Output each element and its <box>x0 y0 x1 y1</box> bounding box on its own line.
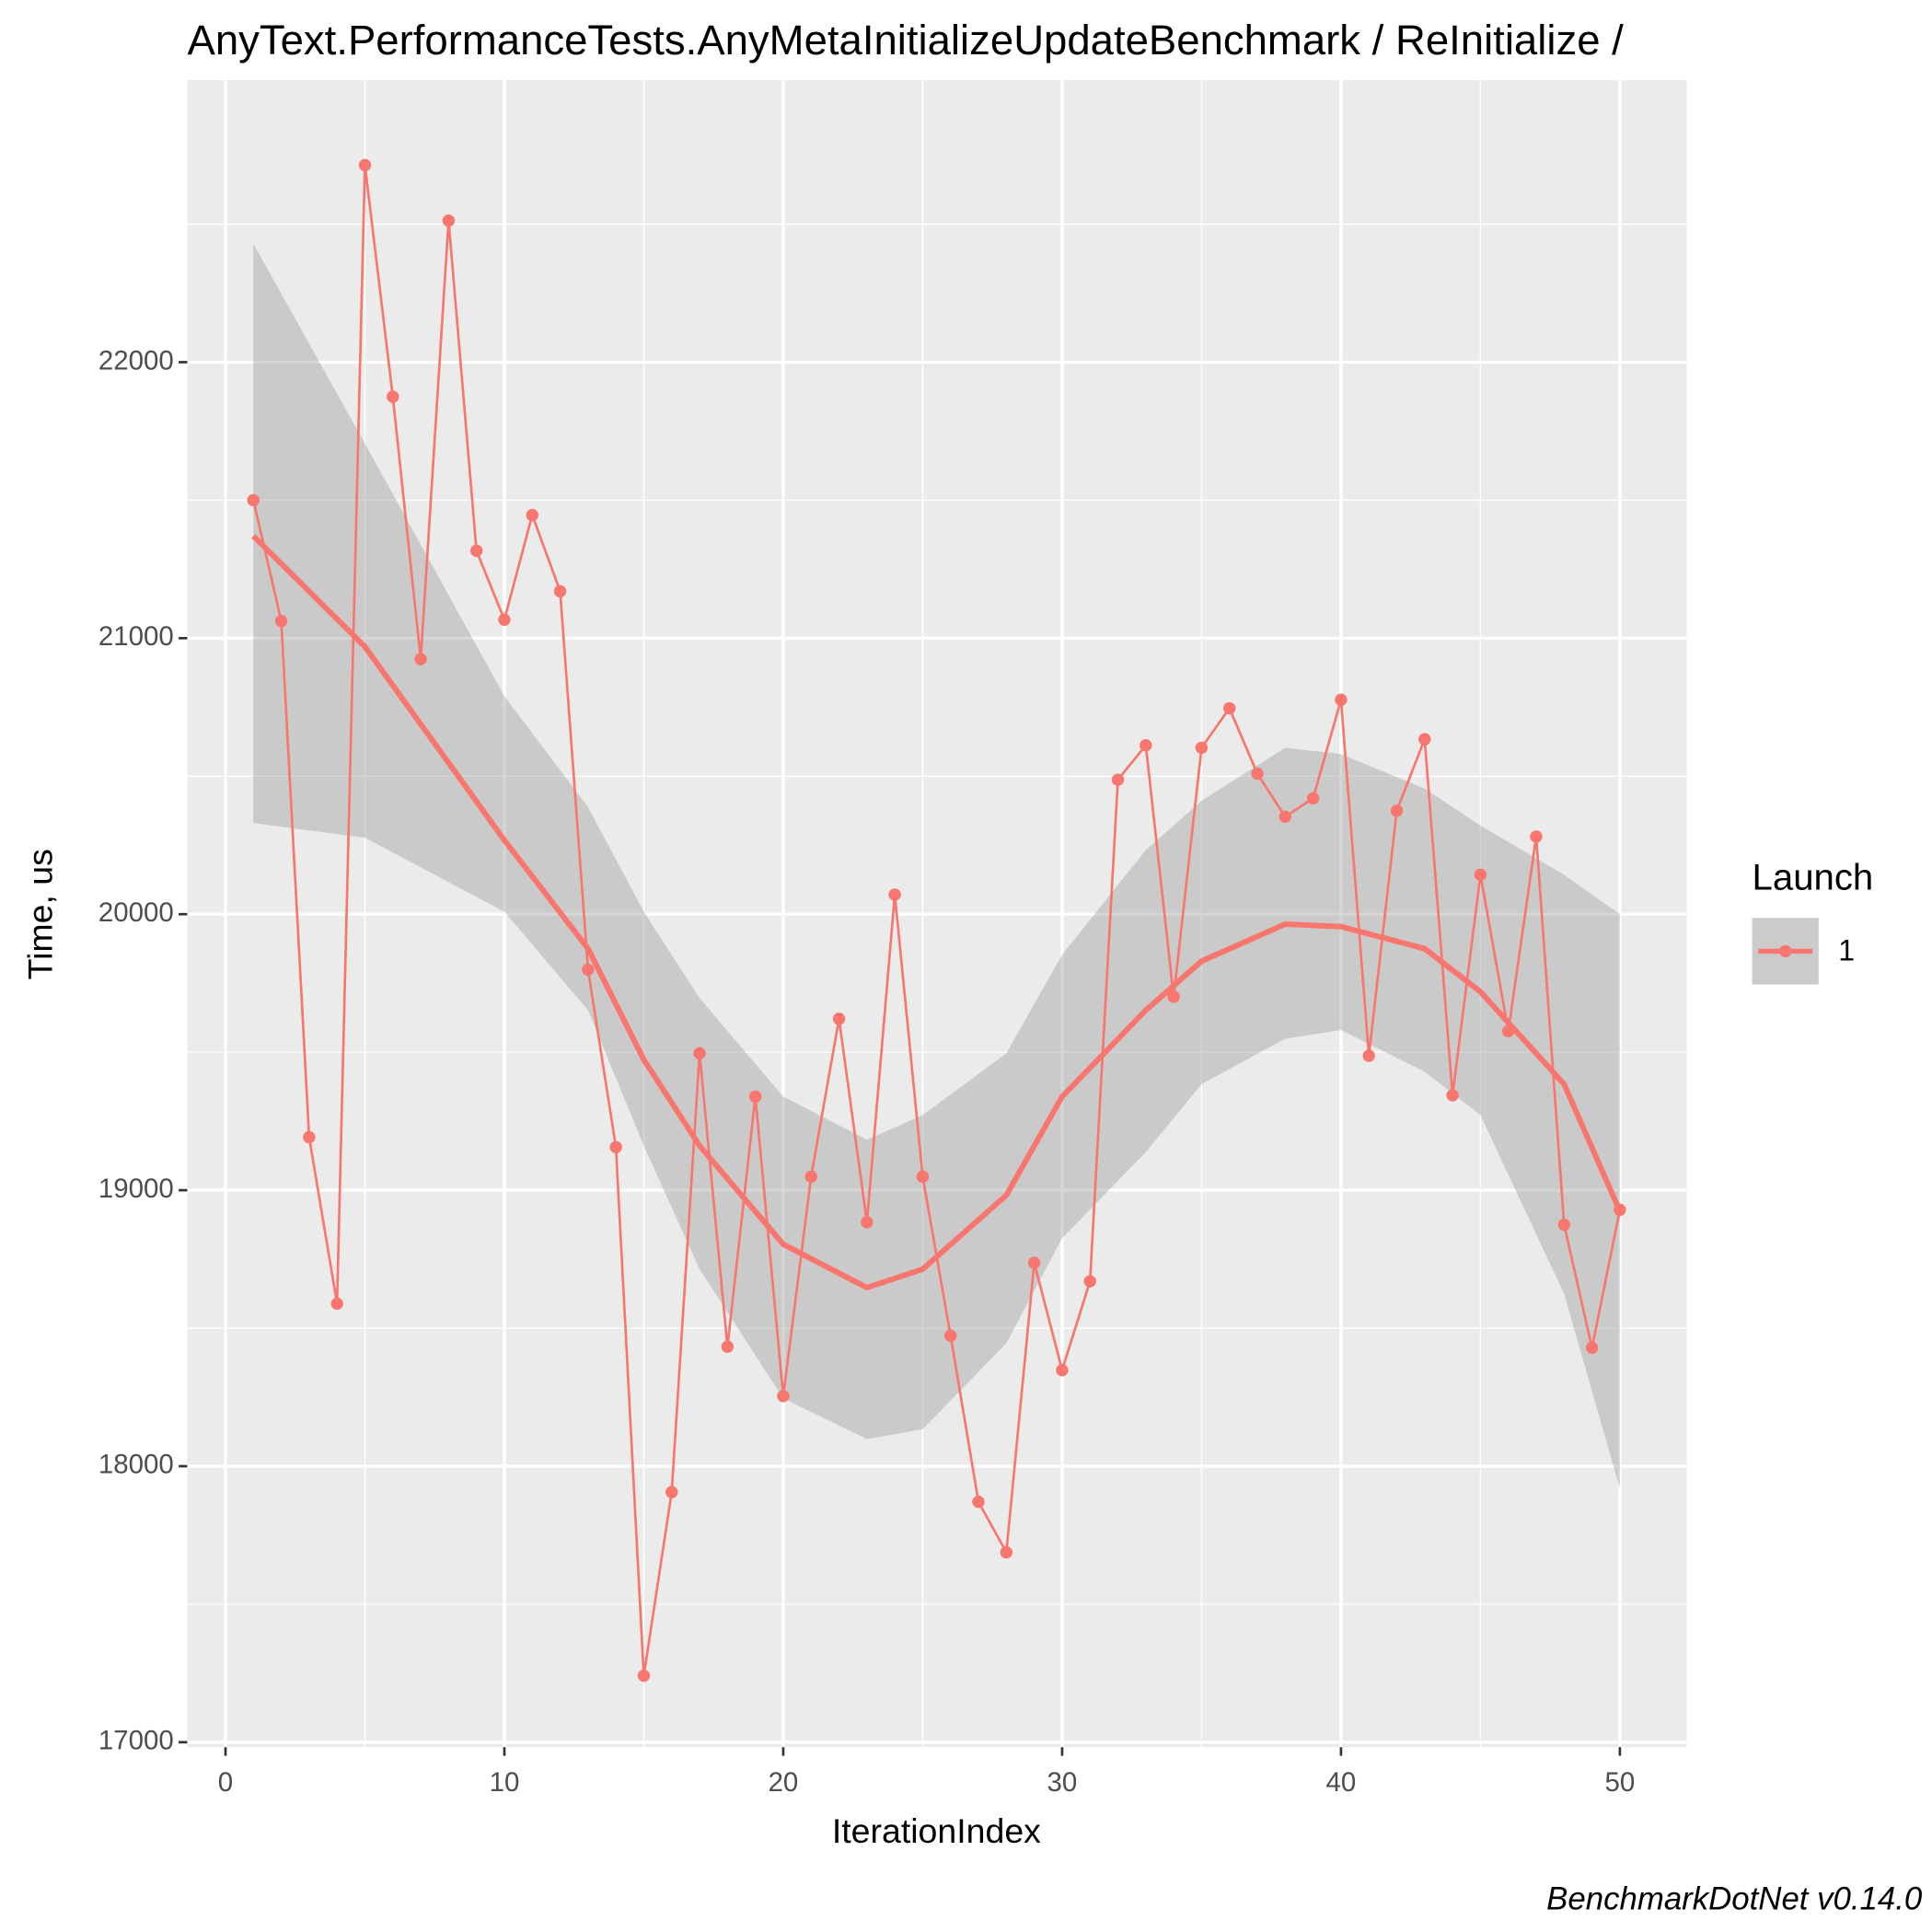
data-point <box>1056 1363 1069 1377</box>
x-tick-label: 0 <box>218 1767 233 1798</box>
legend-title: Launch <box>1753 856 1874 897</box>
data-point <box>442 214 456 227</box>
data-point <box>861 1216 873 1229</box>
data-point <box>1446 1089 1459 1102</box>
y-tick-label: 19000 <box>98 1174 174 1204</box>
data-point <box>1306 792 1320 804</box>
data-point <box>693 1047 706 1060</box>
data-point <box>498 613 511 626</box>
data-point <box>553 584 567 598</box>
data-point <box>387 390 399 403</box>
legend: Launch 1 <box>1752 856 1874 985</box>
data-point <box>1390 804 1404 817</box>
chart-title: AnyText.PerformanceTests.AnyMetaInitiali… <box>187 17 1624 64</box>
data-point <box>1530 830 1543 843</box>
data-point <box>637 1669 651 1683</box>
data-point <box>1083 1275 1096 1288</box>
data-point <box>1418 733 1431 746</box>
y-tick-label: 20000 <box>98 897 174 928</box>
data-point <box>274 615 288 628</box>
data-point <box>1474 868 1487 882</box>
data-point <box>526 508 538 522</box>
data-point <box>1585 1341 1599 1354</box>
legend-key-point <box>1779 944 1792 958</box>
y-tick-label: 21000 <box>98 621 174 652</box>
data-point <box>888 888 901 901</box>
data-point <box>832 1012 846 1025</box>
data-point <box>582 963 595 977</box>
caption: BenchmarkDotNet v0.14.0 <box>1546 1881 1923 1917</box>
data-point <box>414 653 427 665</box>
data-point <box>1223 701 1236 715</box>
data-point <box>1195 741 1209 755</box>
data-point <box>1557 1218 1570 1232</box>
data-point <box>1000 1545 1013 1559</box>
data-point <box>469 544 483 557</box>
data-point <box>1111 773 1125 786</box>
data-point <box>303 1130 316 1144</box>
x-axis-title: IterationIndex <box>832 1811 1041 1850</box>
data-point <box>804 1170 817 1184</box>
smooth-line <box>251 534 1623 1290</box>
data-point <box>665 1486 678 1498</box>
data-point <box>358 158 372 172</box>
data-point <box>1027 1256 1041 1269</box>
data-point <box>1167 990 1180 1003</box>
x-tick-label: 20 <box>769 1767 799 1798</box>
y-tick-label: 22000 <box>98 345 174 376</box>
data-point <box>1362 1049 1375 1062</box>
data-point <box>944 1329 957 1342</box>
data-point <box>721 1340 735 1353</box>
data-point <box>247 493 260 507</box>
data-point <box>1335 693 1348 706</box>
x-tick-label: 10 <box>490 1767 520 1798</box>
data-point <box>1278 810 1292 824</box>
data-point <box>777 1390 790 1403</box>
grid: 17000 18000 19000 20000 21000 22000 0 10 20 30 40 5… <box>98 80 1687 1798</box>
data-point <box>916 1170 930 1184</box>
y-tick-label: 18000 <box>98 1450 174 1480</box>
x-tick-label: 50 <box>1605 1767 1636 1798</box>
data-point <box>972 1495 985 1509</box>
data-point <box>609 1140 622 1153</box>
y-axis-title: Time, us <box>21 849 60 979</box>
x-tick-label: 30 <box>1047 1767 1078 1798</box>
x-tick-label: 40 <box>1326 1767 1357 1798</box>
legend-label: 1 <box>1838 933 1855 966</box>
data-point <box>330 1297 343 1311</box>
y-tick-label: 17000 <box>98 1726 174 1756</box>
data-point <box>1251 767 1264 781</box>
data-point <box>1140 738 1152 752</box>
data-point <box>748 1090 762 1104</box>
marks <box>247 158 1626 1683</box>
